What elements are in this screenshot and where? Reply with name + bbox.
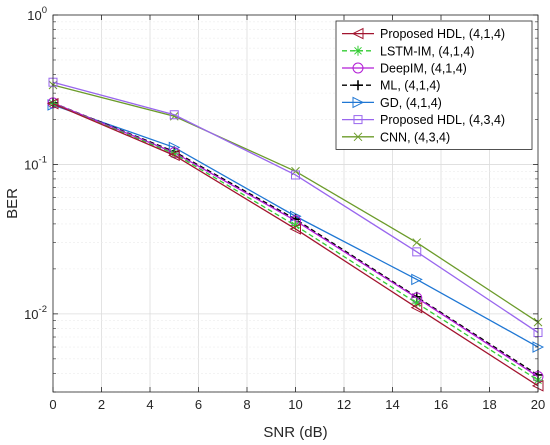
legend-swatch-marker <box>353 80 363 91</box>
x-tick-label: 4 <box>146 397 153 412</box>
x-tick-label: 0 <box>49 397 56 412</box>
legend-entry: LSTM-IM, (4,1,4) <box>342 44 474 58</box>
legend-label: CNN, (4,3,4) <box>380 130 450 144</box>
legend-label: DeepIM, (4,1,4) <box>380 62 467 76</box>
y-tick-base: 10 <box>24 307 38 322</box>
legend-swatch-marker <box>353 115 363 125</box>
y-axis-title: BER <box>4 188 21 219</box>
legend-swatch-marker <box>351 27 364 40</box>
legend-entry: Proposed HDL, (4,3,4) <box>342 113 505 127</box>
data-point <box>291 170 300 180</box>
data-point <box>168 149 180 162</box>
legend-swatch-marker <box>352 96 365 109</box>
y-tick-label: 100 <box>27 5 47 23</box>
x-tick-label: 2 <box>98 397 105 412</box>
legend-label: GD, (4,1,4) <box>380 96 442 110</box>
legend-entry: DeepIM, (4,1,4) <box>342 62 467 76</box>
x-tick-label: 12 <box>337 397 351 412</box>
data-point <box>169 148 180 159</box>
legend-swatch-marker <box>353 132 363 142</box>
y-tick-base: 10 <box>24 157 38 172</box>
legend-entry: GD, (4,1,4) <box>342 96 442 110</box>
y-tick-base: 10 <box>27 8 41 23</box>
x-tick-label: 20 <box>531 397 545 412</box>
legend-label: LSTM-IM, (4,1,4) <box>380 44 474 58</box>
legend-label: ML, (4,1,4) <box>380 79 440 93</box>
series-group <box>46 77 545 392</box>
y-tick-exponent: -2 <box>39 304 47 315</box>
y-tick-exponent: -1 <box>39 154 47 165</box>
legend: Proposed HDL, (4,1,4) LSTM-IM, (4,1,4) Dee… <box>335 20 533 150</box>
data-point <box>169 110 179 120</box>
series-line <box>52 81 539 334</box>
y-tick-label: 10-2 <box>24 304 47 322</box>
data-point <box>411 298 422 309</box>
y-tick-exponent: 0 <box>42 5 47 16</box>
x-tick-label: 8 <box>243 397 250 412</box>
legend-label: Proposed HDL, (4,3,4) <box>380 113 505 127</box>
x-tick-label: 18 <box>482 397 496 412</box>
legend-swatch-marker <box>353 45 363 56</box>
legend-label: Proposed HDL, (4,1,4) <box>380 27 505 41</box>
data-point <box>289 223 301 235</box>
data-point <box>412 238 422 247</box>
x-tick-label: 16 <box>434 397 448 412</box>
x-axis-title: SNR (dB) <box>263 424 327 441</box>
series-line <box>52 103 539 387</box>
data-point <box>290 220 301 231</box>
data-point <box>411 273 423 286</box>
x-tick-label: 14 <box>385 397 399 412</box>
data-point <box>412 247 422 257</box>
y-tick-label: 10-1 <box>24 154 47 172</box>
legend-entry: CNN, (4,3,4) <box>342 130 450 144</box>
data-point <box>410 301 423 314</box>
legend-entry: Proposed HDL, (4,1,4) <box>342 27 505 41</box>
legend-swatch-marker <box>352 62 364 74</box>
legend-entry: ML, (4,1,4) <box>342 79 440 93</box>
x-tick-label: 10 <box>288 397 302 412</box>
x-tick-label: 6 <box>195 397 202 412</box>
